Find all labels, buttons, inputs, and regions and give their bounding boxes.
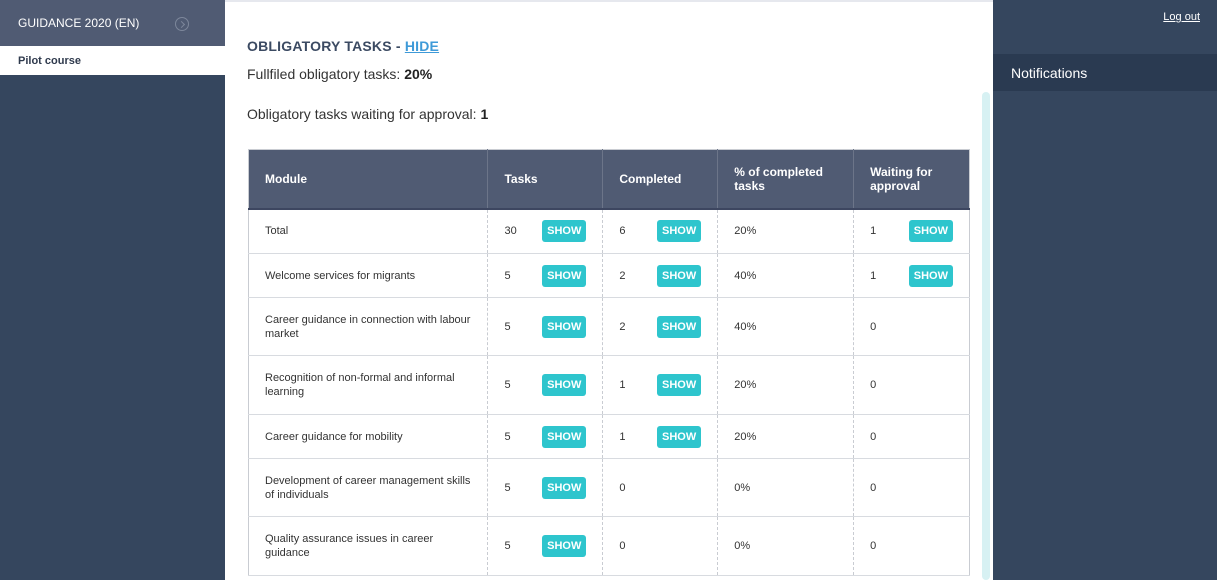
table-row: Total 30 SHOW 6 SHOW 20% 1 SHOW — [248, 208, 970, 254]
column-header-completed: Completed — [602, 149, 719, 209]
completed-cell: 2 SHOW — [602, 253, 719, 298]
table-row: Career guidance in connection with labou… — [248, 297, 970, 356]
completed-value: 1 — [619, 379, 626, 391]
column-header-tasks: Tasks — [487, 149, 604, 209]
table-row: Career guidance for mobility 5 SHOW 1 SHOW… — [248, 414, 970, 459]
tasks-table: Module Tasks Completed % of completed ta… — [248, 149, 970, 576]
module-cell: Career guidance in connection with labou… — [248, 297, 489, 356]
tasks-value: 5 — [504, 540, 511, 552]
right-panel: Log out Notifications — [993, 0, 1217, 580]
module-cell: Recognition of non-formal and informal l… — [248, 355, 489, 415]
tasks-value: 5 — [504, 430, 511, 443]
course-title[interactable]: GUIDANCE 2020 (EN) — [18, 16, 140, 30]
tasks-cell: 30 SHOW — [487, 208, 604, 254]
tasks-value: 5 — [504, 269, 511, 282]
show-completed-button[interactable]: SHOW — [657, 374, 702, 396]
percent-cell: 0% — [717, 516, 855, 576]
notifications-label: Notifications — [1011, 65, 1088, 81]
completed-cell: 0 — [602, 516, 719, 576]
waiting-cell: 0 — [853, 414, 970, 459]
show-completed-button[interactable]: SHOW — [657, 220, 702, 243]
percent-cell: 40% — [717, 253, 855, 298]
tasks-cell: 5 SHOW — [487, 516, 604, 576]
section-title-text: OBLIGATORY TASKS - — [247, 38, 405, 54]
hide-link[interactable]: HIDE — [404, 38, 440, 54]
divider — [225, 0, 993, 2]
module-cell: Career guidance for mobility — [248, 414, 489, 459]
waiting-value: 1 — [870, 269, 877, 282]
tasks-cell: 5 SHOW — [487, 297, 604, 356]
show-waiting-button[interactable]: SHOW — [908, 220, 953, 243]
left-sidebar: GUIDANCE 2020 (EN) Pilot course — [0, 0, 225, 580]
table-header-row: Module Tasks Completed % of completed ta… — [248, 149, 970, 209]
waiting-cell: 0 — [853, 355, 970, 415]
waiting-cell: 1 SHOW — [853, 208, 970, 254]
completed-cell: 6 SHOW — [602, 208, 719, 254]
column-header-waiting: Waiting for approval — [870, 164, 933, 193]
fulfilled-label: Fullfiled obligatory tasks: — [247, 66, 405, 82]
sidebar-item-label: Pilot course — [18, 55, 81, 67]
completed-value: 6 — [619, 225, 626, 238]
waiting-stat: Obligatory tasks waiting for approval: 1 — [247, 106, 488, 122]
table-row: Development of career management skills … — [248, 458, 970, 517]
tasks-value: 30 — [504, 225, 517, 238]
column-header-module: Module — [248, 149, 489, 209]
show-tasks-button[interactable]: SHOW — [542, 264, 587, 287]
completed-cell: 1 SHOW — [602, 355, 719, 415]
percent-cell: 20% — [717, 355, 855, 415]
completed-cell: 1 SHOW — [602, 414, 719, 459]
tasks-cell: 5 SHOW — [487, 253, 604, 298]
percent-cell: 0% — [717, 458, 855, 517]
waiting-cell: 0 — [853, 297, 970, 356]
sidebar-item-pilot-course[interactable]: Pilot course — [0, 46, 225, 75]
tasks-cell: 5 SHOW — [487, 414, 604, 459]
fulfilled-value: 20% — [404, 66, 433, 82]
show-tasks-button[interactable]: SHOW — [542, 535, 587, 557]
column-header-percent: % of completed tasks — [717, 149, 855, 209]
fulfilled-stat: Fullfiled obligatory tasks: 20% — [247, 66, 432, 82]
show-completed-button[interactable]: SHOW — [657, 315, 702, 338]
show-tasks-button[interactable]: SHOW — [542, 476, 587, 499]
notifications-header[interactable]: Notifications — [993, 54, 1217, 91]
percent-cell: 40% — [717, 297, 855, 356]
completed-value: 1 — [619, 430, 626, 443]
tasks-cell: 5 SHOW — [487, 355, 604, 415]
module-cell: Total — [248, 208, 489, 254]
module-cell: Quality assurance issues in career guida… — [248, 516, 489, 576]
logout-link[interactable]: Log out — [1163, 11, 1200, 23]
tasks-value: 5 — [504, 320, 511, 333]
show-completed-button[interactable]: SHOW — [657, 264, 702, 287]
waiting-cell: 0 — [853, 458, 970, 517]
course-header[interactable]: GUIDANCE 2020 (EN) — [0, 0, 225, 46]
scrollbar[interactable] — [982, 92, 990, 580]
table-row: Recognition of non-formal and informal l… — [248, 355, 970, 415]
module-cell: Development of career management skills … — [248, 458, 489, 517]
show-tasks-button[interactable]: SHOW — [542, 374, 587, 396]
section-title: OBLIGATORY TASKS - HIDE — [247, 38, 439, 54]
percent-cell: 20% — [717, 414, 855, 459]
tasks-value: 5 — [504, 379, 511, 391]
waiting-value: 1 — [870, 225, 877, 238]
waiting-cell: 0 — [853, 516, 970, 576]
waiting-value: 1 — [480, 106, 489, 122]
show-waiting-button[interactable]: SHOW — [908, 264, 953, 287]
show-completed-button[interactable]: SHOW — [657, 425, 702, 448]
percent-cell: 20% — [717, 208, 855, 254]
table-row: Quality assurance issues in career guida… — [248, 516, 970, 576]
show-tasks-button[interactable]: SHOW — [542, 315, 587, 338]
tasks-value: 5 — [504, 481, 511, 494]
waiting-cell: 1 SHOW — [853, 253, 970, 298]
completed-value: 2 — [619, 320, 626, 333]
waiting-label: Obligatory tasks waiting for approval: — [247, 106, 481, 122]
table-row: Welcome services for migrants 5 SHOW 2 SHO… — [248, 253, 970, 298]
module-cell: Welcome services for migrants — [248, 253, 489, 298]
show-tasks-button[interactable]: SHOW — [542, 425, 587, 448]
completed-value: 2 — [619, 269, 626, 282]
show-tasks-button[interactable]: SHOW — [542, 220, 587, 243]
main-panel: OBLIGATORY TASKS - HIDE Fullfiled obliga… — [225, 0, 993, 580]
circle-arrow-icon[interactable] — [175, 17, 189, 31]
completed-cell: 2 SHOW — [602, 297, 719, 356]
tasks-cell: 5 SHOW — [487, 458, 604, 517]
completed-cell: 0 — [602, 458, 719, 517]
